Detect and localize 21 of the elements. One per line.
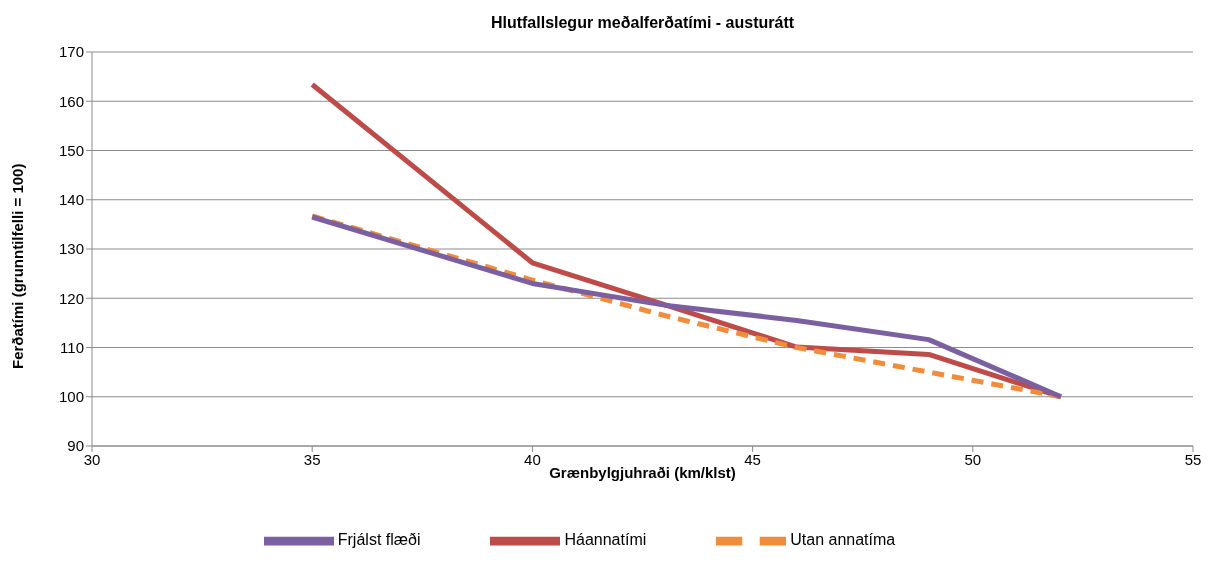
y-tick-label: 110 xyxy=(60,338,84,356)
x-tick-label: 35 xyxy=(303,450,321,468)
y-tick-label: 160 xyxy=(58,92,84,110)
x-tick-label: 55 xyxy=(1184,450,1202,468)
y-tick-label: 100 xyxy=(58,388,84,406)
chart-title: Hlutfallslegur meðalferðatími - austurátt xyxy=(489,14,796,32)
legend-label: Frjálst flæði xyxy=(337,531,421,549)
x-tick-label: 40 xyxy=(524,450,541,468)
y-tick-label: 150 xyxy=(58,141,84,159)
x-axis-title: Grænbylgjuhraði (km/klst) xyxy=(549,464,736,481)
y-tick-label: 170 xyxy=(58,43,84,61)
y-tick-label: 90 xyxy=(67,437,84,455)
y-tick-label: 130 xyxy=(58,240,84,258)
legend-label: Utan annatíma xyxy=(790,531,896,549)
x-tick-label: 45 xyxy=(744,450,761,468)
y-axis-title: Ferðatími (grunntilfelli = 100) xyxy=(9,163,27,369)
x-tick-label: 50 xyxy=(964,450,982,468)
y-tick-label: 140 xyxy=(58,191,84,209)
y-tick-label: 120 xyxy=(58,289,84,307)
x-tick-label: 30 xyxy=(83,450,101,468)
legend-label: Háannatími xyxy=(564,531,647,549)
